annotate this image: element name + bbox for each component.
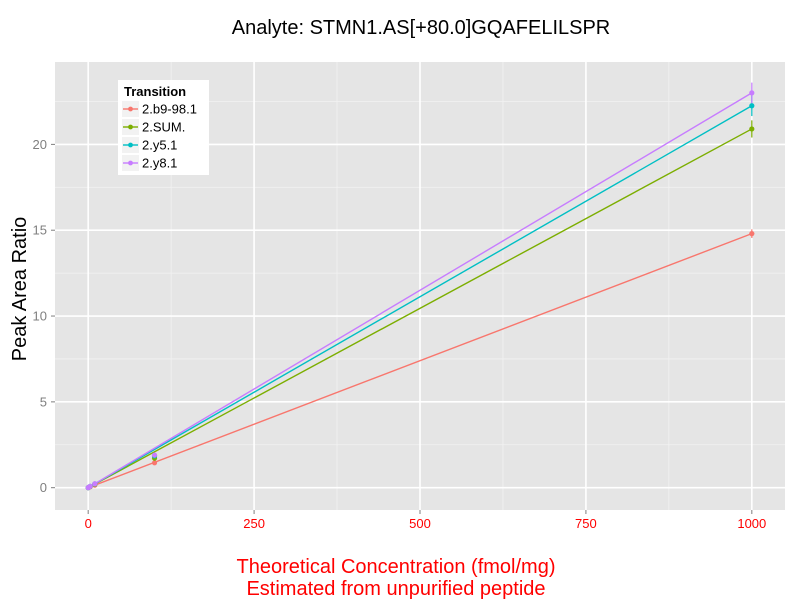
data-point bbox=[151, 452, 158, 458]
fit-line-2.y8.1 bbox=[87, 92, 753, 489]
data-points bbox=[85, 82, 755, 491]
legend-label: 2.y8.1 bbox=[142, 156, 177, 171]
legend-key-point bbox=[128, 106, 133, 112]
y-tick-label: 0 bbox=[40, 480, 47, 495]
legend-key-point bbox=[128, 124, 133, 130]
x-axis-title: Theoretical Concentration (fmol/mg) bbox=[236, 556, 555, 578]
data-point bbox=[749, 90, 755, 96]
data-point bbox=[749, 103, 755, 109]
legend-items: 2.b9-98.1 2.SUM. 2.y5.1 2.y8.1 bbox=[122, 101, 197, 171]
x-tick-label: 1000 bbox=[737, 516, 766, 531]
y-tick-label: 20 bbox=[33, 137, 47, 152]
legend: Transition 2.b9-98.1 2.SUM. 2.y5.1 2.y8.1 bbox=[118, 80, 209, 175]
data-point bbox=[87, 483, 93, 489]
x-axis-subtitle: Estimated from unpurified peptide bbox=[246, 578, 545, 600]
legend-label: 2.SUM. bbox=[142, 120, 185, 135]
x-tick-label: 250 bbox=[243, 516, 265, 531]
chart-title: Analyte: STMN1.AS[+80.0]GQAFELILSPR bbox=[232, 17, 611, 39]
y-tick-label: 5 bbox=[40, 394, 47, 409]
fit-line-2.y5.1 bbox=[87, 105, 753, 489]
fit-lines bbox=[87, 92, 753, 489]
legend-label: 2.b9-98.1 bbox=[142, 102, 197, 117]
fit-line-2.b9-98.1 bbox=[87, 232, 753, 489]
y-axis-title: Peak Area Ratio bbox=[9, 217, 31, 362]
y-tick-label: 15 bbox=[33, 223, 47, 238]
data-point bbox=[749, 126, 755, 132]
x-tick-label: 500 bbox=[409, 516, 431, 531]
data-point bbox=[749, 231, 755, 237]
y-tick-label: 10 bbox=[33, 309, 47, 324]
data-point bbox=[92, 481, 98, 487]
legend-key-point bbox=[128, 160, 133, 166]
x-tick-label: 750 bbox=[575, 516, 597, 531]
x-tick-label: 0 bbox=[85, 516, 92, 531]
legend-label: 2.y5.1 bbox=[142, 138, 177, 153]
legend-key-point bbox=[128, 142, 133, 148]
fit-line-2.SUM. bbox=[87, 128, 753, 489]
legend-title: Transition bbox=[124, 84, 186, 99]
axes: 0 250 500 750 1000 0 5 10 15 20 bbox=[33, 137, 767, 531]
data-point bbox=[151, 460, 158, 466]
